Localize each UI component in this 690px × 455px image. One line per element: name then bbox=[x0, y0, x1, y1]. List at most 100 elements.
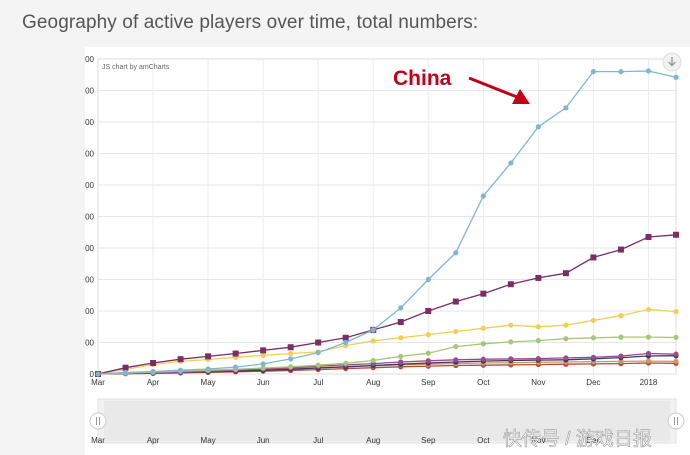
data-point bbox=[673, 74, 679, 80]
data-point bbox=[590, 354, 597, 360]
x-tick-label: Jun bbox=[257, 378, 270, 387]
data-point bbox=[508, 322, 514, 328]
data-point bbox=[673, 351, 679, 357]
data-point bbox=[288, 350, 294, 357]
data-point bbox=[480, 193, 486, 199]
data-point bbox=[370, 357, 376, 364]
data-point bbox=[535, 324, 541, 330]
data-point bbox=[453, 250, 459, 256]
data-point bbox=[425, 332, 431, 338]
y-tick-label: 10,000,000 bbox=[85, 55, 95, 64]
y-tick-label: 3,000,000 bbox=[85, 276, 95, 285]
watermark-text: 快传号 / 游戏日报 bbox=[503, 428, 652, 450]
y-tick-label: 9,000,000 bbox=[85, 87, 95, 96]
data-point bbox=[453, 357, 459, 363]
data-point bbox=[617, 246, 624, 253]
series-line bbox=[97, 352, 677, 375]
data-point bbox=[370, 327, 376, 333]
data-point bbox=[315, 349, 321, 356]
data-point bbox=[480, 290, 487, 297]
x-tick-label: Aug bbox=[366, 378, 380, 387]
data-point bbox=[122, 369, 129, 376]
data-point bbox=[150, 359, 157, 366]
data-point bbox=[590, 317, 597, 324]
data-point bbox=[288, 356, 294, 362]
data-point bbox=[397, 319, 404, 326]
data-point bbox=[563, 355, 569, 361]
series-group bbox=[95, 68, 679, 377]
data-point bbox=[425, 358, 431, 364]
data-point bbox=[645, 358, 652, 364]
data-point bbox=[480, 325, 486, 331]
data-point bbox=[645, 350, 652, 357]
data-point bbox=[232, 350, 239, 357]
data-point bbox=[398, 359, 404, 365]
grip-icon bbox=[96, 417, 100, 425]
data-point bbox=[288, 364, 294, 370]
data-point bbox=[563, 336, 569, 342]
callout-arrow-shaft bbox=[468, 76, 518, 99]
page-title: Geography of active players over time, t… bbox=[22, 12, 479, 33]
y-tick-label: 7,000,000 bbox=[85, 150, 95, 159]
data-point bbox=[343, 339, 349, 346]
data-point bbox=[205, 366, 211, 372]
x-tick-label: Nov bbox=[531, 378, 545, 387]
data-point bbox=[645, 306, 652, 313]
scrollbar-label: Nov bbox=[531, 436, 545, 445]
y-tick-label: 2,000,000 bbox=[85, 307, 95, 316]
data-point bbox=[645, 233, 652, 240]
data-point bbox=[590, 254, 597, 261]
chart-card: 0 1,000,000 2,000,000 3,000,000 4,000,000 5,0… bbox=[85, 47, 690, 455]
scrollbar-label: Jun bbox=[257, 436, 270, 445]
scrollbar-label: Oct bbox=[477, 436, 490, 445]
data-point bbox=[315, 339, 322, 346]
data-point bbox=[618, 69, 624, 75]
callout-arrowhead bbox=[512, 89, 530, 104]
scrollbar-label: Sep bbox=[421, 436, 436, 445]
data-point bbox=[618, 313, 624, 319]
data-point bbox=[425, 308, 432, 314]
data-point bbox=[260, 365, 266, 371]
data-point bbox=[425, 276, 431, 283]
data-point bbox=[480, 356, 486, 362]
download-arrow-icon bbox=[668, 57, 676, 67]
x-tick-label: Sep bbox=[421, 378, 436, 387]
scrollbar-label: Mar bbox=[91, 436, 105, 445]
x-tick-label: Dec bbox=[586, 378, 600, 387]
data-point bbox=[563, 105, 569, 111]
data-point bbox=[618, 353, 624, 359]
data-point bbox=[618, 334, 624, 340]
data-point bbox=[150, 368, 156, 375]
data-point bbox=[452, 298, 459, 305]
data-point bbox=[508, 356, 514, 362]
data-point bbox=[260, 361, 266, 367]
data-point bbox=[315, 362, 321, 368]
data-point bbox=[260, 347, 267, 354]
data-point bbox=[673, 231, 679, 238]
data-point bbox=[233, 364, 239, 370]
data-point bbox=[398, 353, 404, 359]
plot-border bbox=[97, 58, 677, 375]
y-tick-label: 4,000,000 bbox=[85, 244, 95, 253]
grip-icon bbox=[674, 417, 678, 425]
data-point bbox=[453, 328, 459, 335]
scrollbar-selection bbox=[104, 401, 670, 441]
y-tick-label: 0 bbox=[90, 370, 95, 379]
data-point bbox=[425, 350, 431, 356]
china-callout: China bbox=[393, 67, 452, 90]
series-group bbox=[95, 231, 679, 377]
data-point bbox=[673, 358, 679, 364]
data-point bbox=[535, 124, 541, 130]
data-point bbox=[260, 352, 266, 359]
data-point bbox=[122, 364, 129, 371]
data-point bbox=[343, 360, 349, 366]
data-point bbox=[645, 68, 652, 74]
x-tick-label: Jul bbox=[313, 378, 323, 387]
grid-layer bbox=[97, 58, 677, 375]
data-point bbox=[673, 309, 679, 315]
data-point bbox=[205, 353, 212, 360]
scrollbar-label: Apr bbox=[147, 436, 160, 445]
y-tick-label: 5,000,000 bbox=[85, 213, 95, 222]
tick-layer: 0 1,000,000 2,000,000 3,000,000 4,000,000 5,0… bbox=[85, 55, 658, 387]
scrollbar-label: Aug bbox=[366, 436, 380, 445]
